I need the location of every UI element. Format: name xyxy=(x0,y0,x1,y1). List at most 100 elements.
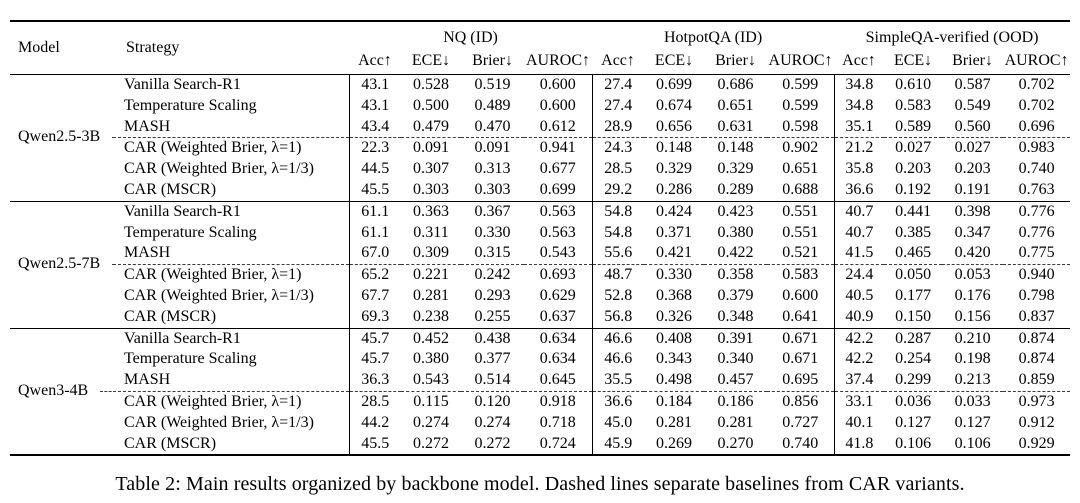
metric-cell: 0.289 xyxy=(717,180,754,198)
header-model: Model xyxy=(10,21,118,75)
metric-cell: 0.385 xyxy=(895,223,932,241)
metric-cell: 40.5 xyxy=(833,285,885,307)
metric-cell: 0.287 xyxy=(884,327,943,350)
metric-cell: 0.422 xyxy=(704,243,768,266)
metric-cell: 0.203 xyxy=(895,160,932,178)
table-row: CAR (Weighted Brier, λ=1) 22.3 0.091 0.091 0… xyxy=(10,137,1070,160)
table-row: CAR (MSCR) 45.5 0.272 0.272 0.724 45.9 0.269 0.… xyxy=(10,433,1070,456)
metric-cell: 0.408 xyxy=(644,327,705,350)
table-row: Qwen2.5-7B Vanilla Search-R1 61.1 0.363 0.36… xyxy=(10,200,1071,329)
metric-cell: 0.106 xyxy=(895,434,932,452)
metric-cell: 0.309 xyxy=(401,243,461,266)
metric-cell: 54.8 xyxy=(591,200,645,223)
metric-cell: 0.918 xyxy=(539,392,576,410)
metric-cell: 61.1 xyxy=(348,200,401,223)
metric-cell: 0.656 xyxy=(644,116,705,139)
metric-cell: 69.3 xyxy=(348,306,401,329)
metric-cell: 0.091 xyxy=(413,139,449,157)
metric-cell: 0.551 xyxy=(782,223,819,241)
metric-cell: 0.329 xyxy=(717,160,754,178)
model-label: Qwen2.5-3B xyxy=(18,128,101,146)
metric-cell: 24.4 xyxy=(833,264,885,286)
metric-cell: 0.363 xyxy=(401,200,461,223)
metric-cell: 0.330 xyxy=(474,223,511,241)
metric-cell: 65.2 xyxy=(348,264,401,286)
metric-cell: 41.5 xyxy=(833,243,885,266)
metric-header-brier: Brier↓ xyxy=(704,50,768,75)
metric-cell: 0.500 xyxy=(413,96,449,114)
metric-cell: 0.631 xyxy=(704,116,768,139)
metric-cell: 35.1 xyxy=(833,116,885,139)
metric-cell: 0.176 xyxy=(954,286,991,304)
metric-cell: 0.702 xyxy=(1018,76,1055,93)
model-cell: Qwen2.5-7B xyxy=(10,200,118,329)
metric-cell: 0.148 xyxy=(717,139,754,157)
model-cell: Qwen2.5-3B xyxy=(10,75,118,202)
metric-cell: 0.612 xyxy=(524,116,593,139)
metric-cell: 0.379 xyxy=(717,286,754,304)
metric-cell: 0.563 xyxy=(524,200,593,223)
metric-cell: 44.2 xyxy=(348,412,401,434)
metric-cell: 41.8 xyxy=(833,433,885,456)
strategy-cell: Vanilla Search-R1 xyxy=(118,327,349,350)
metric-cell: 0.519 xyxy=(474,76,511,93)
table-row: Qwen2.5-3B Vanilla Search-R1 43.1 0.528 0.51… xyxy=(10,74,1070,145)
strategy-cell: CAR (Weighted Brier, λ=1) xyxy=(124,392,302,410)
metric-cell: 0.674 xyxy=(656,96,693,114)
metric-cell: 0.274 xyxy=(474,413,511,431)
metric-cell: 0.637 xyxy=(539,307,576,325)
metric-cell: 28.9 xyxy=(591,116,645,139)
metric-cell: 36.6 xyxy=(833,179,885,202)
metric-cell: 0.641 xyxy=(782,307,819,325)
metric-cell: 0.645 xyxy=(524,370,593,392)
strategy-cell: CAR (Weighted Brier, λ=1) xyxy=(124,266,302,284)
metric-cell: 0.563 xyxy=(539,223,576,241)
metric-cell: 0.091 xyxy=(474,139,511,157)
metric-cell: 0.281 xyxy=(413,286,449,304)
metric-cell: 0.874 xyxy=(1003,327,1071,350)
strategy-cell: Temperature Scaling xyxy=(124,350,257,368)
metric-cell: 0.050 xyxy=(895,266,932,284)
metric-cell: 0.270 xyxy=(717,434,754,452)
metric-cell: 0.242 xyxy=(474,266,511,284)
metric-cell: 0.560 xyxy=(942,116,1004,139)
metric-cell: 0.693 xyxy=(539,266,576,284)
table-header: Model Strategy NQ (ID) HotpotQA (ID) Sim… xyxy=(10,21,1071,75)
metric-cell: 0.293 xyxy=(474,286,511,304)
metric-cell: 45.5 xyxy=(348,433,401,456)
metric-cell: 0.033 xyxy=(954,392,991,410)
metric-cell: 0.238 xyxy=(413,307,449,325)
metric-cell: 0.380 xyxy=(413,350,449,368)
metric-cell: 0.671 xyxy=(782,350,819,368)
metric-cell: 45.0 xyxy=(591,412,645,434)
metric-cell: 0.303 xyxy=(474,180,511,198)
strategy-cell: Temperature Scaling xyxy=(124,223,257,241)
metric-cell: 0.148 xyxy=(656,139,693,157)
metric-cell: 0.347 xyxy=(954,223,991,241)
metric-cell: 0.629 xyxy=(539,286,576,304)
metric-cell: 0.688 xyxy=(782,180,819,198)
strategy-cell: Vanilla Search-R1 xyxy=(124,76,241,93)
strategy-cell: CAR (MSCR) xyxy=(124,307,217,325)
metric-cell: 0.330 xyxy=(656,266,693,284)
metric-cell: 0.377 xyxy=(474,350,511,368)
model-label: Qwen2.5-7B xyxy=(18,255,101,273)
metric-cell: 0.286 xyxy=(656,180,693,198)
metric-cell: 52.8 xyxy=(591,285,645,307)
metric-cell: 34.8 xyxy=(833,74,885,96)
metric-cell: 0.634 xyxy=(524,327,593,350)
metric-cell: 0.859 xyxy=(1003,370,1071,392)
metric-cell: 0.315 xyxy=(461,243,524,266)
table-row: CAR (MSCR) 45.5 0.303 0.303 0.699 29.2 0.286 0.… xyxy=(10,179,1070,202)
metric-cell: 0.763 xyxy=(1018,180,1055,198)
metric-cell: 0.269 xyxy=(656,434,693,452)
metric-cell: 0.203 xyxy=(954,160,991,178)
metric-cell: 0.213 xyxy=(942,370,1004,392)
metric-cell: 22.3 xyxy=(348,137,401,160)
metric-cell: 33.1 xyxy=(833,391,885,413)
header-group-simpleqa: SimpleQA-verified (OOD) xyxy=(865,29,1039,46)
metric-cell: 0.521 xyxy=(767,243,835,266)
metric-cell: 0.514 xyxy=(461,370,524,392)
metric-cell: 0.027 xyxy=(895,139,932,157)
metric-cell: 27.4 xyxy=(591,74,645,96)
